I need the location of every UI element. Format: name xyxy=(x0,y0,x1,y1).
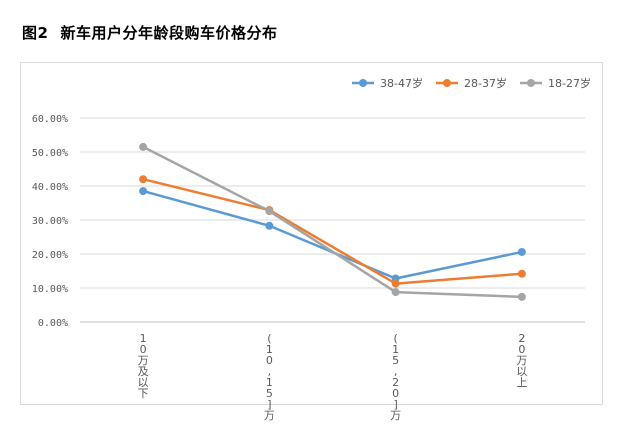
legend-entry: 38-47岁 xyxy=(380,76,423,90)
data-point xyxy=(517,292,526,301)
x-tick-label: (1 0, 1 5]万 xyxy=(264,332,275,422)
data-point xyxy=(517,269,526,278)
data-point xyxy=(265,221,274,230)
y-tick-label: 60.00% xyxy=(32,114,68,125)
y-tick-label: 40.00% xyxy=(32,182,68,193)
y-tick-label: 0.00% xyxy=(38,318,68,329)
series-lines xyxy=(141,145,524,299)
y-tick-label: 30.00% xyxy=(32,216,68,227)
legend-marker xyxy=(443,79,451,87)
legend-entry: 18-27岁 xyxy=(548,76,591,90)
legend-marker xyxy=(359,79,367,87)
y-tick-label: 10.00% xyxy=(32,284,68,295)
series-line xyxy=(141,145,524,299)
data-point xyxy=(139,142,148,151)
legend-marker xyxy=(527,79,535,87)
legend-entry: 28-37岁 xyxy=(464,76,507,90)
y-tick-label: 50.00% xyxy=(32,148,68,159)
legend: 38-47岁 28-37岁 18-27岁 xyxy=(352,76,591,90)
data-point xyxy=(139,175,148,184)
data-point xyxy=(139,187,148,196)
data-point xyxy=(391,279,400,288)
x-tick-label: (1 5, 2 0]万 xyxy=(390,332,401,422)
series-line xyxy=(141,177,524,285)
x-tick-label: 2 0 万以上 xyxy=(516,332,527,389)
gridlines xyxy=(80,117,585,323)
y-tick-label: 20.00% xyxy=(32,250,68,261)
figure-number: 图2 xyxy=(22,24,49,42)
x-tick-label: 1 0 万及以下 xyxy=(138,332,149,400)
series-points xyxy=(139,142,526,301)
data-point xyxy=(265,207,274,216)
y-axis-ticks: 0.00% 10.00% 20.00% 30.00% 40.00% 50.00% 60.00… xyxy=(32,114,68,329)
figure-title: 图2 新车用户分年龄段购车价格分布 xyxy=(22,22,277,43)
series-line xyxy=(141,189,524,280)
x-axis-ticks: 1 0 万及以下 (1 0, 1 5]万 (1 5, 2 0]万 2 0 万以上 xyxy=(138,332,528,422)
figure-caption: 新车用户分年龄段购车价格分布 xyxy=(60,24,278,42)
data-point xyxy=(391,288,400,297)
data-point xyxy=(517,247,526,256)
